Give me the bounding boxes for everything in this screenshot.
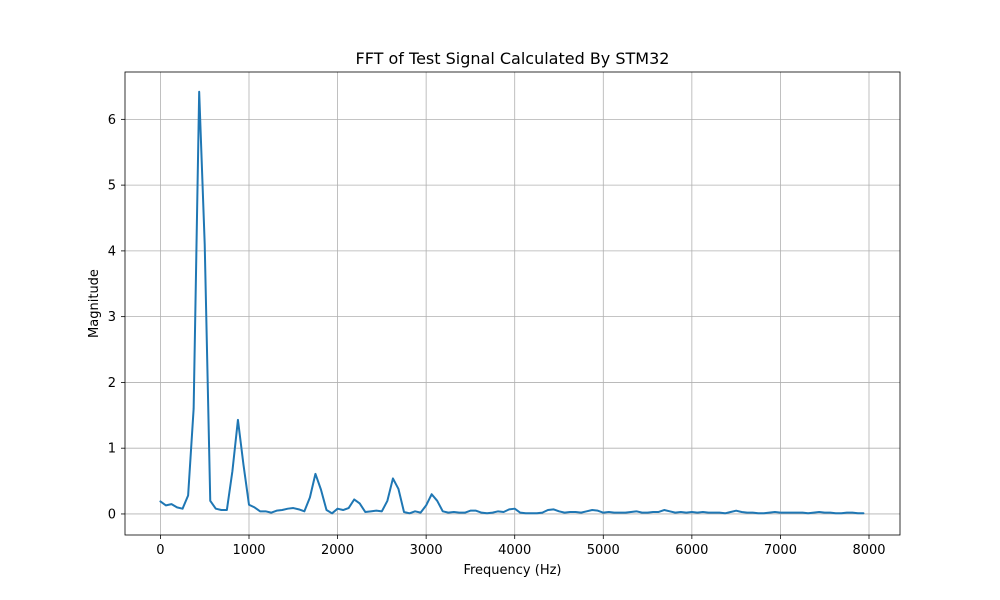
magnitude-series-line	[159, 90, 865, 515]
y-tick-label: 6	[108, 113, 116, 128]
y-axis: 0 1 2 3 4 5 6	[108, 113, 125, 522]
y-tick-label: 2	[108, 376, 116, 391]
y-tick-label: 4	[108, 244, 116, 259]
x-tick-label: 6000	[675, 543, 708, 558]
x-tick-label: 4000	[498, 543, 531, 558]
x-axis-label: Frequency (Hz)	[463, 563, 561, 578]
x-tick-label: 1000	[232, 543, 265, 558]
y-tick-label: 0	[108, 507, 116, 522]
x-tick-label: 0	[156, 543, 164, 558]
y-tick-label: 1	[108, 442, 116, 457]
plot-frame	[124, 71, 901, 536]
x-tick-label: 8000	[852, 543, 885, 558]
x-tick-label: 7000	[764, 543, 797, 558]
series-layer	[159, 90, 865, 515]
x-tick-label: 5000	[587, 543, 620, 558]
x-tick-label: 3000	[410, 543, 443, 558]
x-axis: 0 1000 2000 3000 4000 5000 6000 7000 8000	[156, 535, 886, 558]
plot-background	[125, 72, 900, 535]
y-tick-label: 5	[108, 179, 116, 194]
y-tick-label: 3	[108, 310, 116, 325]
chart-title: FFT of Test Signal Calculated By STM32	[356, 49, 670, 68]
y-axis-label: Magnitude	[87, 269, 102, 338]
x-tick-label: 2000	[321, 543, 354, 558]
grid	[125, 72, 900, 535]
